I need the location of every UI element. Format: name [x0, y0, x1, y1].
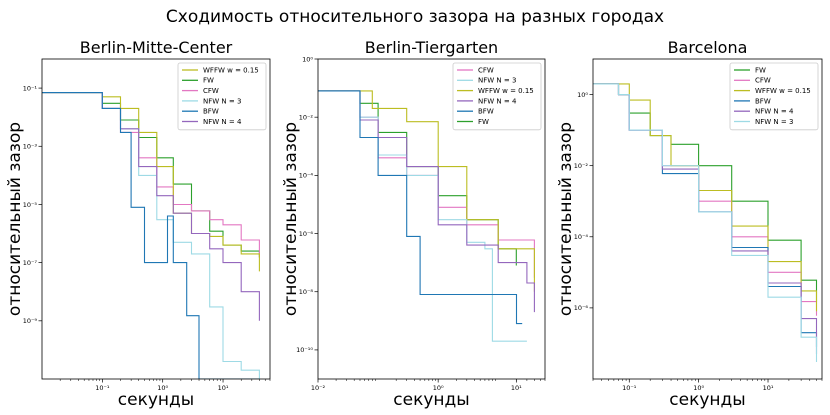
panel-berlin-mitte-center-xlabel: секунды [118, 390, 194, 410]
panel-berlin-mitte-center: Berlin-Mitte-Center 10⁻¹ 10⁰ 10¹ 10⁻¹ 10⁻³ 10⁻… [5, 38, 271, 410]
legend-label-bfw: BFW [478, 108, 494, 116]
y-tick-label: 10⁻² [299, 113, 314, 121]
series-bfw [42, 92, 260, 379]
panel-berlin-tiergarten-series [318, 90, 535, 342]
legend-label-nfw-n-3: NFW N = 3 [203, 97, 241, 105]
x-tick-label: 10⁰ [157, 384, 168, 392]
panel-barcelona-ylabel: относительный зазор [556, 122, 576, 316]
series-bfw [318, 90, 523, 325]
panel-berlin-mitte-center-ylabel: относительный зазор [5, 122, 25, 316]
panel-berlin-mitte-center-title: Berlin-Mitte-Center [80, 38, 233, 57]
panel-berlin-tiergarten-xlabel: секунды [393, 390, 469, 410]
panel-barcelona-series [593, 83, 818, 362]
x-tick-label: 10⁻¹ [622, 384, 637, 392]
legend-label-bfw: BFW [203, 108, 219, 116]
y-tick-label: 10⁻⁵ [23, 201, 38, 209]
x-tick-label: 10¹ [763, 384, 774, 392]
y-tick-label: 10⁻⁹ [23, 317, 38, 325]
legend-label-fw: FW [203, 77, 214, 85]
panel-berlin-mitte-center-legend: WFFW w = 0.15 FW CFW NFW N = 3 BFW NFW N = 4 [177, 62, 267, 131]
panels: Berlin-Mitte-Center 10⁻¹ 10⁰ 10¹ 10⁻¹ 10⁻³ 10⁻… [5, 38, 823, 410]
y-tick-label: 10⁻² [574, 162, 589, 170]
legend-label-wffw-w-0-15: WFFW w = 0.15 [478, 87, 534, 95]
legend-label-nfw-n-3: NFW N = 3 [478, 77, 516, 85]
legend-label-bfw: BFW [755, 97, 771, 105]
panel-berlin-tiergarten-title: Berlin-Tiergarten [365, 38, 498, 57]
legend-label-nfw-n-4: NFW N = 4 [755, 108, 794, 116]
panel-barcelona-xlabel: секунды [669, 390, 745, 410]
legend-label-nfw-n-3: NFW N = 3 [755, 118, 793, 126]
x-tick-label: 10¹ [511, 384, 522, 392]
panel-barcelona-title: Barcelona [668, 38, 748, 57]
legend-label-nfw-n-4: NFW N = 4 [203, 118, 242, 126]
legend-label-cfw: CFW [478, 66, 494, 74]
y-tick-label: 10⁻¹ [23, 84, 38, 92]
panel-berlin-mitte-center-series [42, 92, 260, 379]
x-tick-label: 10⁻² [311, 384, 326, 392]
legend-label-wffw-w-0-15: WFFW w = 0.15 [203, 66, 259, 74]
series-wffw-w-0-15 [42, 92, 260, 272]
y-tick-label: 10⁻¹⁰ [296, 346, 313, 354]
legend-label-cfw: CFW [203, 87, 219, 95]
y-tick-label: 10⁻³ [23, 143, 38, 151]
y-tick-label: 10⁻⁶ [574, 304, 589, 312]
y-tick-label: 10⁻⁷ [23, 259, 38, 267]
y-tick-label: 10⁰ [577, 91, 588, 99]
legend-label-cfw: CFW [755, 77, 771, 85]
legend-box [729, 62, 819, 131]
legend-label-wffw-w-0-15: WFFW w = 0.15 [755, 87, 811, 95]
panel-berlin-tiergarten-legend: CFW NFW N = 3 WFFW w = 0.15 NFW N = 4 BFW FW [452, 62, 542, 131]
y-tick-label: 10⁻⁴ [574, 233, 589, 241]
x-tick-label: 10¹ [218, 384, 229, 392]
panel-berlin-tiergarten: Berlin-Tiergarten 10⁻² 10⁰ 10¹ 10⁰ 10⁻² 10⁻⁴ 10… [281, 38, 546, 410]
y-tick-label: 10⁰ [302, 55, 313, 63]
legend-box [177, 62, 267, 131]
panel-berlin-tiergarten-frame [317, 58, 546, 380]
legend-label-nfw-n-4: NFW N = 4 [478, 97, 517, 105]
legend-label-fw: FW [755, 66, 766, 74]
x-tick-label: 10⁻¹ [95, 384, 110, 392]
x-tick-label: 10⁰ [693, 384, 704, 392]
panel-berlin-tiergarten-ylabel: относительный зазор [281, 122, 301, 316]
series-wffw-w-0-15 [318, 90, 535, 292]
y-tick-label: 10⁻⁴ [299, 172, 314, 180]
panel-barcelona-frame [592, 58, 823, 380]
y-tick-label: 10⁻⁸ [299, 288, 314, 296]
y-tick-label: 10⁻⁶ [299, 230, 314, 238]
x-tick-label: 10⁰ [433, 384, 444, 392]
series-nfw-n-3 [42, 92, 260, 379]
panel-barcelona-legend: FW CFW WFFW w = 0.15 BFW NFW N = 4 NFW N = 3 [729, 62, 819, 131]
panel-berlin-mitte-center-frame [41, 58, 271, 380]
panel-barcelona: Barcelona 10⁻¹ 10⁰ 10¹ 10⁰ 10⁻² 10⁻⁴ 10⁻⁶ секунд… [556, 38, 823, 410]
legend-box [452, 62, 542, 131]
series-nfw-n-3 [593, 83, 818, 362]
legend-label-fw: FW [478, 118, 489, 126]
figure-title: Сходимость относительного зазора на разн… [166, 7, 664, 27]
